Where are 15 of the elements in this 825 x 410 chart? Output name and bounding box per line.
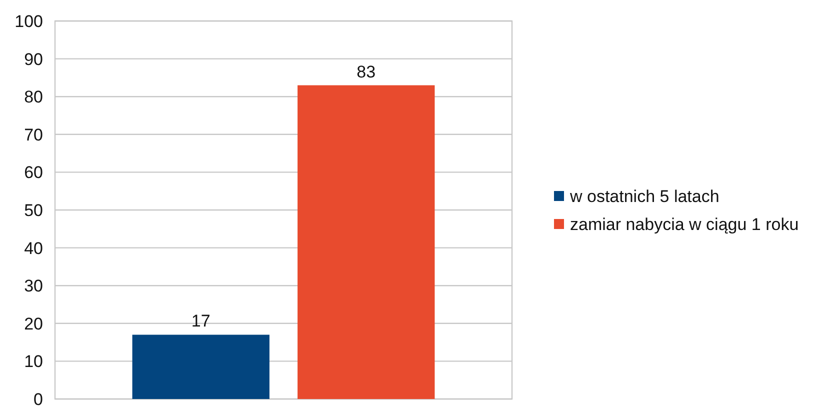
data-label: 83 <box>356 62 376 82</box>
y-tick-label: 10 <box>24 352 43 372</box>
y-tick-label: 30 <box>24 276 43 296</box>
y-tick-label: 0 <box>34 390 43 409</box>
y-tick-label: 40 <box>24 238 43 258</box>
y-tick-label: 70 <box>24 125 43 144</box>
y-tick-label: 90 <box>24 50 43 69</box>
legend-label: zamiar nabycia w ciągu 1 roku <box>570 214 799 234</box>
data-label: 17 <box>191 312 210 331</box>
y-tick-label: 20 <box>24 314 43 334</box>
y-tick-label: 60 <box>24 163 43 182</box>
y-tick-label: 80 <box>24 88 43 107</box>
y-tick-label: 50 <box>24 200 43 220</box>
legend-label: w ostatnich 5 latach <box>569 186 720 206</box>
y-tick-label: 100 <box>14 12 43 31</box>
